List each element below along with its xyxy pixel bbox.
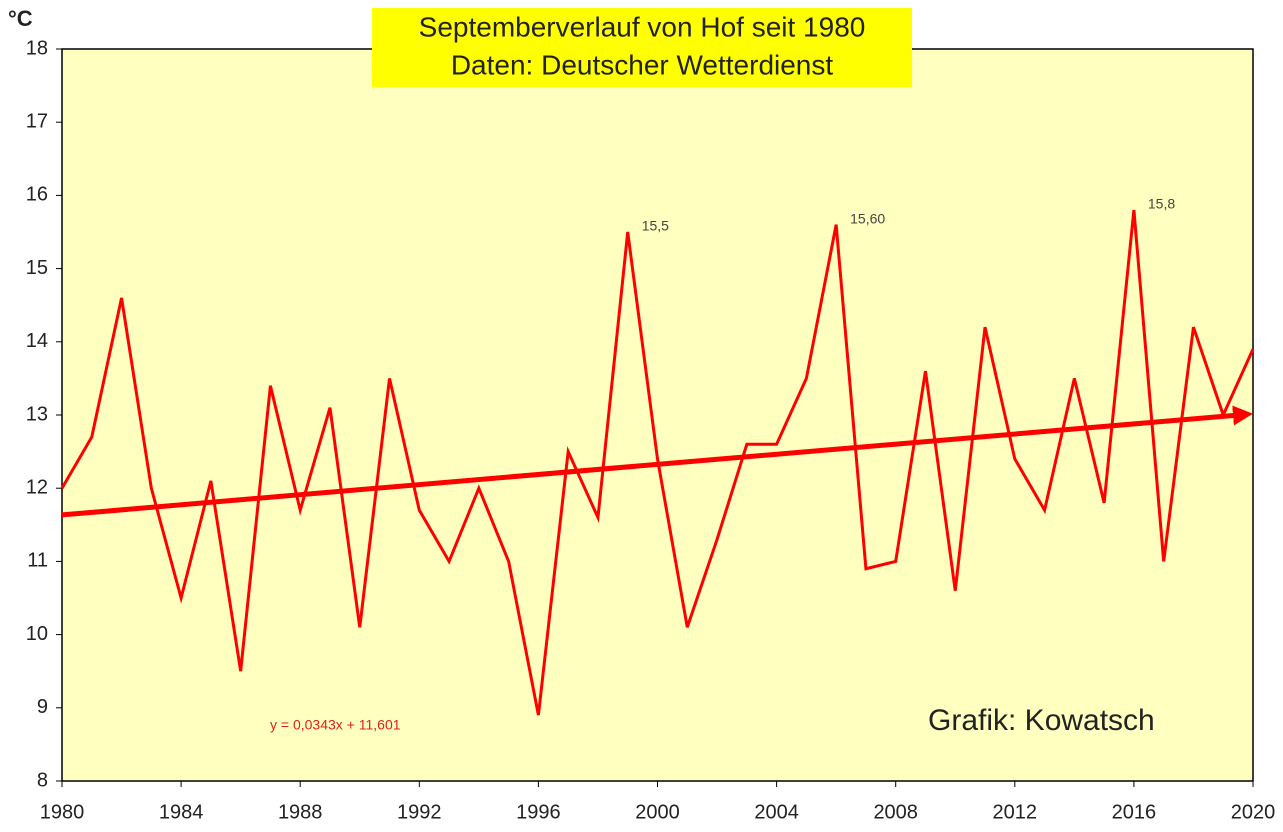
x-tick-label: 1992: [397, 801, 442, 823]
y-tick-label: 17: [26, 110, 48, 132]
y-axis-label: °C: [8, 6, 33, 31]
x-tick-label: 2008: [873, 801, 918, 823]
y-tick-label: 9: [37, 696, 48, 718]
y-tick-label: 10: [26, 623, 48, 645]
chart-subtitle: Daten: Deutscher Wetterdienst: [451, 49, 834, 80]
y-tick-label: 15: [26, 257, 48, 279]
x-tick-label: 1984: [159, 801, 204, 823]
y-tick-label: 16: [26, 184, 48, 206]
chart-title: Septemberverlauf von Hof seit 1980: [419, 11, 866, 42]
data-label: 15,8: [1148, 196, 1175, 212]
y-tick-label: 18: [26, 37, 48, 59]
y-tick-label: 8: [37, 769, 48, 791]
x-tick-label: 2012: [993, 801, 1038, 823]
plot-area: [61, 48, 1254, 782]
data-label: 15,5: [642, 218, 669, 234]
y-tick-label: 12: [26, 476, 48, 498]
x-tick-label: 1980: [40, 801, 85, 823]
x-tick-label: 2020: [1231, 801, 1276, 823]
x-tick-label: 1996: [516, 801, 561, 823]
title-box: [372, 8, 912, 87]
y-tick-label: 13: [26, 403, 48, 425]
x-tick-label: 1988: [278, 801, 323, 823]
data-label: 15,60: [850, 210, 885, 226]
x-tick-label: 2000: [635, 801, 680, 823]
x-tick-label: 2004: [754, 801, 799, 823]
x-tick-label: 2016: [1112, 801, 1157, 823]
trend-line: [61, 405, 1253, 518]
credit: Grafik: Kowatsch: [928, 704, 1155, 737]
data-line: [60, 209, 1255, 716]
y-tick-label: 11: [27, 550, 48, 572]
y-tick-label: 14: [26, 330, 48, 352]
trend-equation: y = 0,0343x + 11,601: [270, 717, 401, 733]
